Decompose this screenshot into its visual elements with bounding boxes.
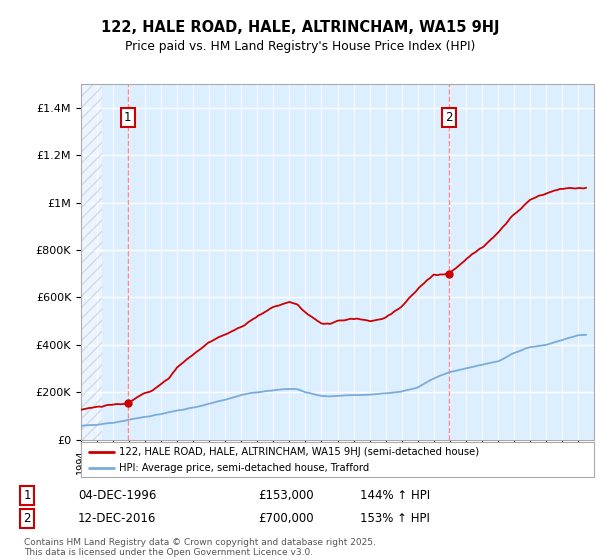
- Text: 122, HALE ROAD, HALE, ALTRINCHAM, WA15 9HJ (semi-detached house): 122, HALE ROAD, HALE, ALTRINCHAM, WA15 9…: [119, 447, 479, 457]
- Text: £700,000: £700,000: [258, 512, 314, 525]
- Text: 1: 1: [124, 111, 131, 124]
- Text: Price paid vs. HM Land Registry's House Price Index (HPI): Price paid vs. HM Land Registry's House …: [125, 40, 475, 53]
- Text: 1: 1: [23, 489, 31, 502]
- Text: 122, HALE ROAD, HALE, ALTRINCHAM, WA15 9HJ: 122, HALE ROAD, HALE, ALTRINCHAM, WA15 9…: [101, 20, 499, 35]
- Text: 2: 2: [23, 512, 31, 525]
- Text: 12-DEC-2016: 12-DEC-2016: [78, 512, 157, 525]
- Bar: [81, 84, 102, 440]
- Text: 153% ↑ HPI: 153% ↑ HPI: [360, 512, 430, 525]
- Text: 144% ↑ HPI: 144% ↑ HPI: [360, 489, 430, 502]
- Text: HPI: Average price, semi-detached house, Trafford: HPI: Average price, semi-detached house,…: [119, 464, 370, 473]
- Text: Contains HM Land Registry data © Crown copyright and database right 2025.
This d: Contains HM Land Registry data © Crown c…: [24, 538, 376, 557]
- Text: 04-DEC-1996: 04-DEC-1996: [78, 489, 157, 502]
- Text: 2: 2: [445, 111, 452, 124]
- Text: £153,000: £153,000: [258, 489, 314, 502]
